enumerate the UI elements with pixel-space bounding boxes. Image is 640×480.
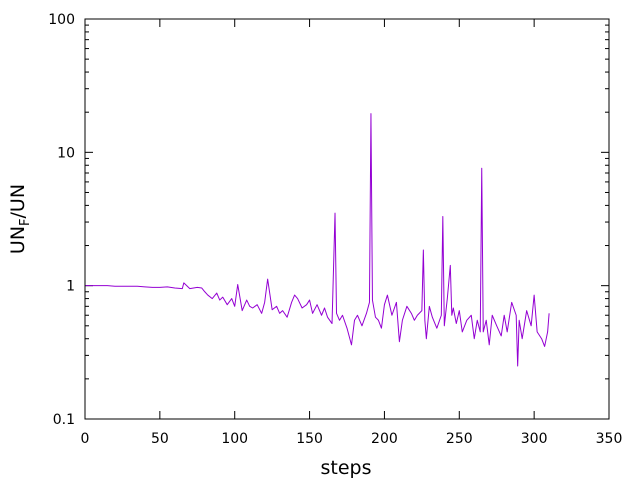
x-tick-label: 200 bbox=[371, 431, 398, 447]
x-tick-label: 150 bbox=[296, 431, 323, 447]
y-tick-label: 1 bbox=[66, 279, 75, 295]
y-axis-label: UNF/UN bbox=[7, 184, 33, 254]
plot-frame bbox=[84, 18, 610, 420]
x-tick-label: 0 bbox=[81, 431, 90, 447]
y-tick-label: 10 bbox=[57, 145, 75, 161]
series-line-0 bbox=[85, 113, 550, 367]
y-tick-label: 100 bbox=[48, 12, 75, 28]
x-tick-label: 350 bbox=[596, 431, 623, 447]
x-tick-label: 250 bbox=[446, 431, 473, 447]
y-axis-label-suffix: /UN bbox=[7, 184, 29, 219]
y-axis-label-main: UN bbox=[7, 226, 29, 254]
x-tick-label: 50 bbox=[151, 431, 169, 447]
y-tick-label: 0.1 bbox=[53, 412, 75, 428]
y-axis-label-subscript: F bbox=[18, 218, 33, 225]
x-tick-label: 300 bbox=[521, 431, 548, 447]
x-axis-label: steps bbox=[321, 457, 372, 479]
x-tick-label: 100 bbox=[221, 431, 248, 447]
